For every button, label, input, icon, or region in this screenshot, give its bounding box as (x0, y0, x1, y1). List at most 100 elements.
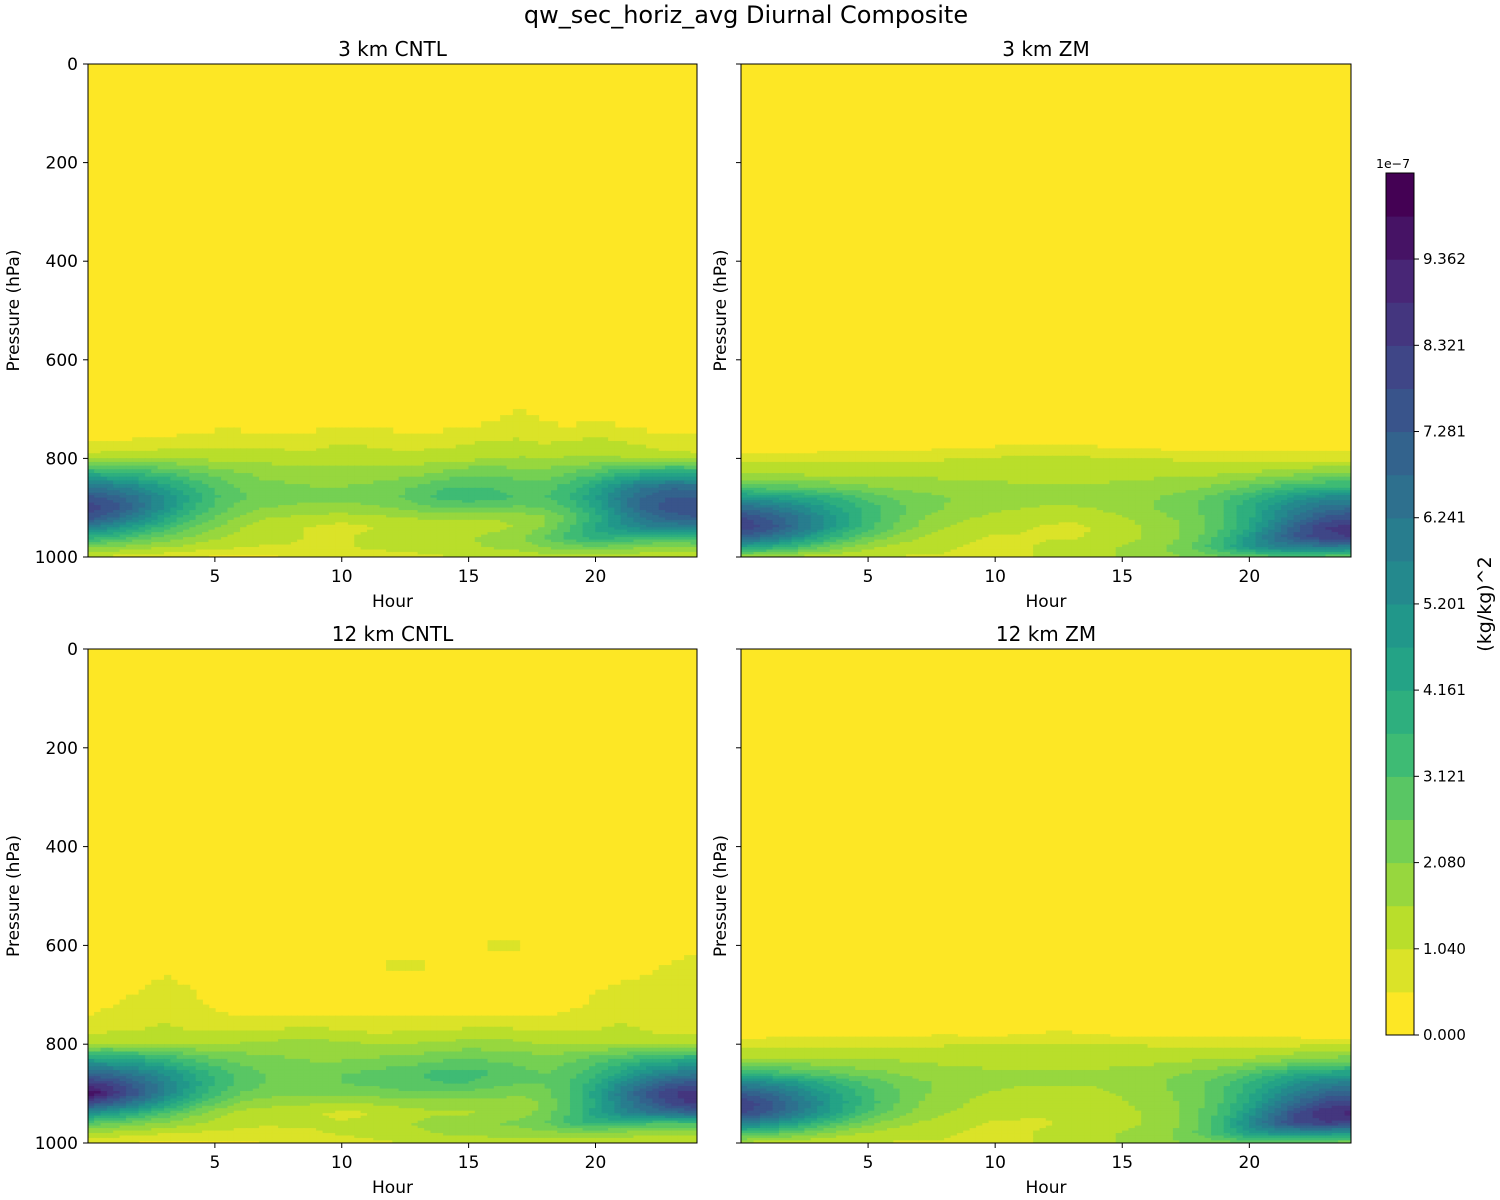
y-tick-label: 600 (46, 351, 78, 371)
heatmap-cell (481, 421, 489, 429)
heatmap-cell (512, 408, 521, 417)
heatmap-cell (525, 421, 533, 429)
heatmap-cell (481, 427, 489, 435)
heatmap-cell (557, 427, 565, 435)
heatmap-cell (468, 427, 476, 435)
heatmap-cell (500, 415, 508, 423)
heatmap-cell (354, 427, 362, 435)
y-tick-label: 800 (46, 449, 78, 469)
heatmap-cell (589, 427, 597, 435)
x-tick-label: 20 (585, 567, 607, 587)
heatmap-cell (569, 427, 578, 435)
heatmap-cell (227, 427, 235, 435)
heatmap-cell (608, 427, 616, 435)
y-axis-label: Pressure (hPa) (4, 250, 24, 372)
heatmap-cell (271, 551, 280, 556)
heatmap-cell (493, 421, 502, 429)
x-tick-label: 10 (331, 567, 353, 587)
heatmap-cell (519, 408, 527, 417)
heatmap-cell (500, 427, 508, 435)
panel-1: 3 km CNTL 5 10 15 20 Hour 0 200 400 600 800 1000 Pre… (4, 37, 698, 612)
heatmap-cell (366, 427, 375, 435)
figure-title: qw_sec_horiz_avg Diurnal Composite (524, 1, 968, 29)
heatmap-cell (576, 421, 584, 429)
heatmap-cell (589, 421, 597, 429)
heatmap-cell (563, 427, 571, 435)
y-tick-label: 0 (67, 55, 78, 75)
heatmap-cell (601, 421, 609, 429)
heatmap-cell (614, 427, 622, 435)
x-tick-label: 5 (209, 567, 220, 587)
heatmap-cell (633, 427, 641, 435)
heatmap-cells (741, 444, 1351, 557)
heatmap-cell (538, 427, 546, 435)
heatmap-cell (335, 427, 343, 435)
heatmap-cell (259, 551, 267, 556)
heatmap-cell (214, 551, 222, 556)
heatmap-cell (252, 551, 261, 556)
heatmap-cell (576, 427, 584, 435)
heatmap-cell (455, 427, 464, 435)
heatmap-cell (506, 427, 514, 435)
heatmap-cell (462, 427, 470, 435)
heatmap-cell (379, 427, 387, 435)
heatmap-cell (595, 427, 603, 435)
heatmap-cell (322, 427, 330, 435)
y-tick-label: 1000 (35, 548, 78, 568)
heatmap-cell (221, 427, 229, 435)
heatmap-cell (544, 427, 552, 435)
heatmap-cell (214, 427, 222, 435)
heatmap-cell (550, 427, 559, 435)
heatmap-cell (386, 427, 394, 435)
heatmap-cell (208, 551, 216, 556)
x-axis-label: Hour (372, 592, 413, 612)
heatmap-cell (620, 427, 628, 435)
heatmap-cell (265, 551, 273, 556)
heatmap-cell (443, 427, 451, 435)
heatmap-cell (519, 427, 527, 435)
heatmap-cell (360, 427, 368, 435)
heatmap-cell (595, 421, 603, 429)
heatmap-cell (449, 427, 457, 435)
heatmap-cell (487, 421, 495, 429)
heatmap-cell (608, 421, 616, 429)
heatmap-cell (550, 421, 559, 429)
heatmap-cell (512, 427, 521, 435)
heatmap-cell (316, 427, 324, 435)
heatmap-cell (493, 427, 502, 435)
heatmap-cell (512, 415, 521, 423)
heatmap-cell (519, 421, 527, 429)
heatmap-cell (341, 427, 349, 435)
heatmap-cell (506, 415, 514, 423)
heatmap-cell (519, 415, 527, 423)
heatmap-cell (627, 427, 635, 435)
heatmap-cell (690, 554, 697, 557)
heatmap-cell (202, 554, 210, 557)
heatmap-cell (582, 427, 590, 435)
heatmap-cell (227, 551, 235, 556)
heatmap-cell (328, 427, 337, 435)
heatmap-cell (531, 421, 540, 429)
heatmap-cell (373, 427, 381, 435)
heatmap-cell (525, 427, 533, 435)
heatmap-cell (500, 421, 508, 429)
x-tick-label: 15 (458, 567, 480, 587)
heatmap-cell (582, 421, 590, 429)
panels: 3 km CNTL 5 10 15 20 Hour 0 200 400 600 800 1000 Pre… (4, 37, 1352, 1198)
plot-frame (87, 63, 698, 558)
heatmap-cells (88, 408, 697, 557)
heatmap-cell (531, 427, 540, 435)
y-tick-label: 200 (46, 154, 78, 174)
panel-title: 3 km CNTL (338, 37, 448, 61)
heatmap-cell (233, 427, 242, 435)
heatmap-cell (487, 427, 495, 435)
heatmap-cell (601, 427, 609, 435)
heatmap-cell (240, 551, 248, 556)
heatmap-cell (221, 551, 229, 556)
heatmap-cell (474, 427, 483, 435)
y-tick-label: 400 (46, 252, 78, 272)
heatmap-cell (639, 427, 647, 435)
heatmap-cell (531, 415, 540, 423)
heatmap-cell (525, 415, 533, 423)
